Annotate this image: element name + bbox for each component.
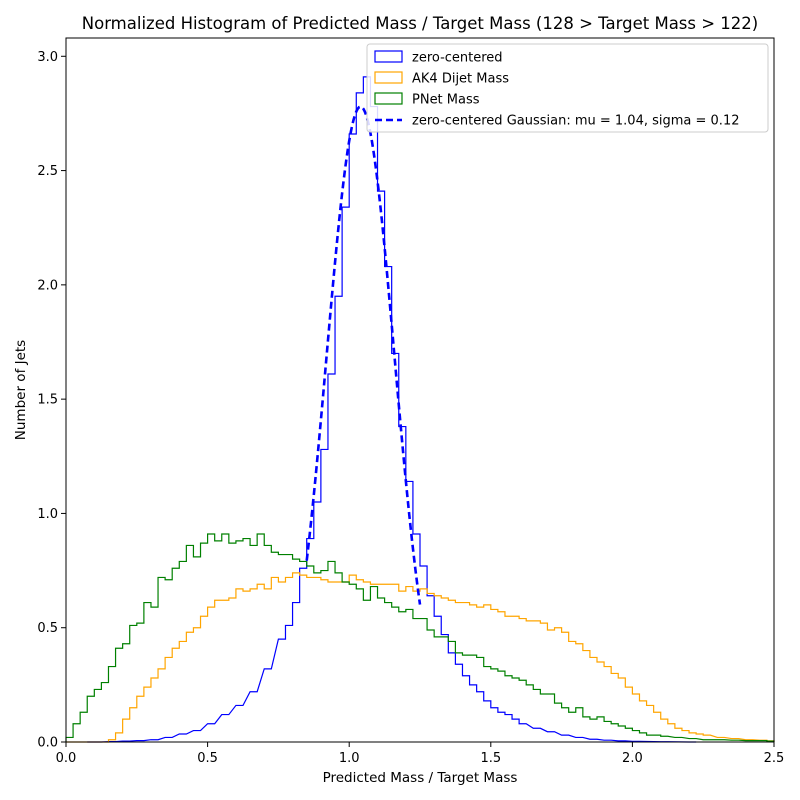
x-tick-label: 2.5 xyxy=(764,751,785,766)
y-tick-label: 2.0 xyxy=(37,278,58,293)
legend-swatch-0 xyxy=(374,50,403,63)
legend: zero-centered AK4 Dijet Mass PNet Mass zero… xyxy=(366,43,769,133)
legend-label-3: zero-centered Gaussian: mu = 1.04, sigma… xyxy=(412,114,739,129)
y-tick-label: 0.0 xyxy=(37,736,58,751)
legend-box xyxy=(366,43,769,133)
x-axis-label: Predicted Mass / Target Mass xyxy=(323,770,518,786)
x-tick-label: 1.0 xyxy=(339,751,360,766)
plot-area: 0.0 0.5 1.0 1.5 2.0 2.5 0.0 0.5 1.0 1.5 2.0 2.5 3.0 xyxy=(37,37,785,766)
y-tick-label: 3.0 xyxy=(37,50,58,65)
y-tick-label: 1.0 xyxy=(37,507,58,522)
x-tick-label: 0.0 xyxy=(56,751,77,766)
series-0-step-line xyxy=(87,76,697,743)
legend-swatch-1 xyxy=(374,71,403,84)
y-tick-label: 2.5 xyxy=(37,164,58,179)
x-tick-label: 0.5 xyxy=(197,751,218,766)
x-tick-label: 1.5 xyxy=(480,751,501,766)
y-axis-label: Number of Jets xyxy=(13,340,29,440)
legend-label-2: PNet Mass xyxy=(412,93,480,108)
legend-label-1: AK4 Dijet Mass xyxy=(412,72,509,87)
y-tick-label: 1.5 xyxy=(37,393,58,408)
plot-frame xyxy=(65,37,775,743)
legend-swatch-2 xyxy=(374,92,403,105)
series-2-step-line xyxy=(65,533,775,742)
chart-title: Normalized Histogram of Predicted Mass /… xyxy=(82,14,759,33)
series-1-step-line xyxy=(66,572,775,743)
y-tick-label: 0.5 xyxy=(37,621,58,636)
x-tick-label: 2.0 xyxy=(622,751,643,766)
legend-label-0: zero-centered xyxy=(412,51,503,66)
series-3-gaussian-fit-line xyxy=(305,105,422,605)
